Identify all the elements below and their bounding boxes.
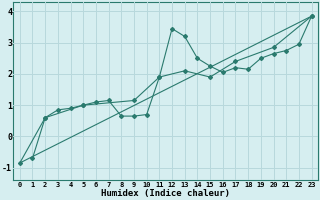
X-axis label: Humidex (Indice chaleur): Humidex (Indice chaleur) (101, 189, 230, 198)
